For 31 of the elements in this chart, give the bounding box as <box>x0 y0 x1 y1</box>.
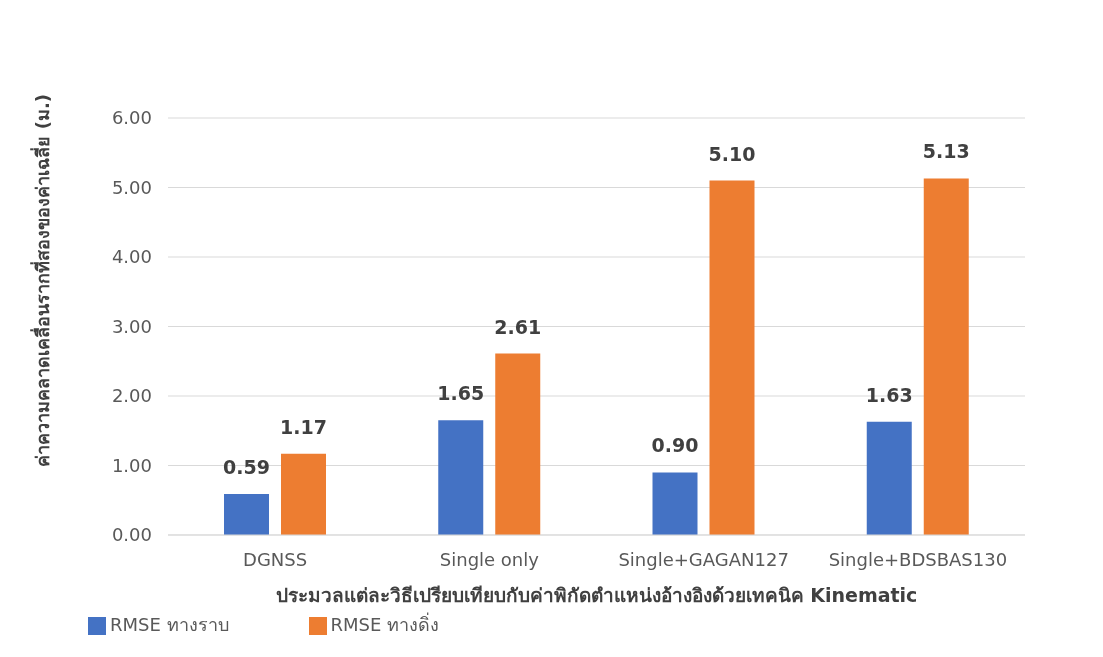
legend-label: RMSE ทางดิ่ง <box>330 614 440 635</box>
bar <box>495 353 541 535</box>
y-tick-label: 4.00 <box>111 246 152 268</box>
bar <box>652 472 698 535</box>
data-label: 5.13 <box>922 140 970 163</box>
y-tick-label: 6.00 <box>111 107 152 129</box>
y-tick-label: 3.00 <box>111 315 152 337</box>
bar <box>709 180 755 535</box>
data-label: 0.59 <box>223 455 270 478</box>
y-tick-label: 0.00 <box>111 524 152 546</box>
bar <box>438 420 484 535</box>
data-label: 0.90 <box>651 434 699 457</box>
data-label: 1.17 <box>280 415 327 438</box>
data-label: 5.10 <box>708 142 756 165</box>
bar <box>224 494 269 535</box>
x-tick-label: Single+BDSBAS130 <box>828 548 1008 570</box>
x-axis-title: ประมวลแต่ละวิธีเปรียบเทียบกับค่าพิกัดตำแหน่งอ้างอิงด้วยเทคนิค Kinematic <box>275 584 918 606</box>
x-tick-label: Single only <box>439 548 540 570</box>
y-tick-label: 5.00 <box>111 176 152 198</box>
y-axis-title: ค่าความคลาดเคลื่อนรากที่สองของค่าเฉลี่ย (ม.) <box>30 93 54 467</box>
data-label: 1.63 <box>865 383 913 406</box>
data-label: 2.61 <box>494 315 542 338</box>
bar <box>923 178 969 535</box>
x-tick-label: Single+GAGAN127 <box>618 548 789 570</box>
data-label: 1.65 <box>437 382 485 405</box>
y-tick-label: 2.00 <box>111 385 152 407</box>
bar <box>281 453 326 535</box>
x-tick-label: DGNSS <box>243 548 308 570</box>
legend-label: RMSE ทางราบ <box>110 614 229 635</box>
bar <box>866 421 912 535</box>
y-tick-label: 1.00 <box>111 454 152 476</box>
